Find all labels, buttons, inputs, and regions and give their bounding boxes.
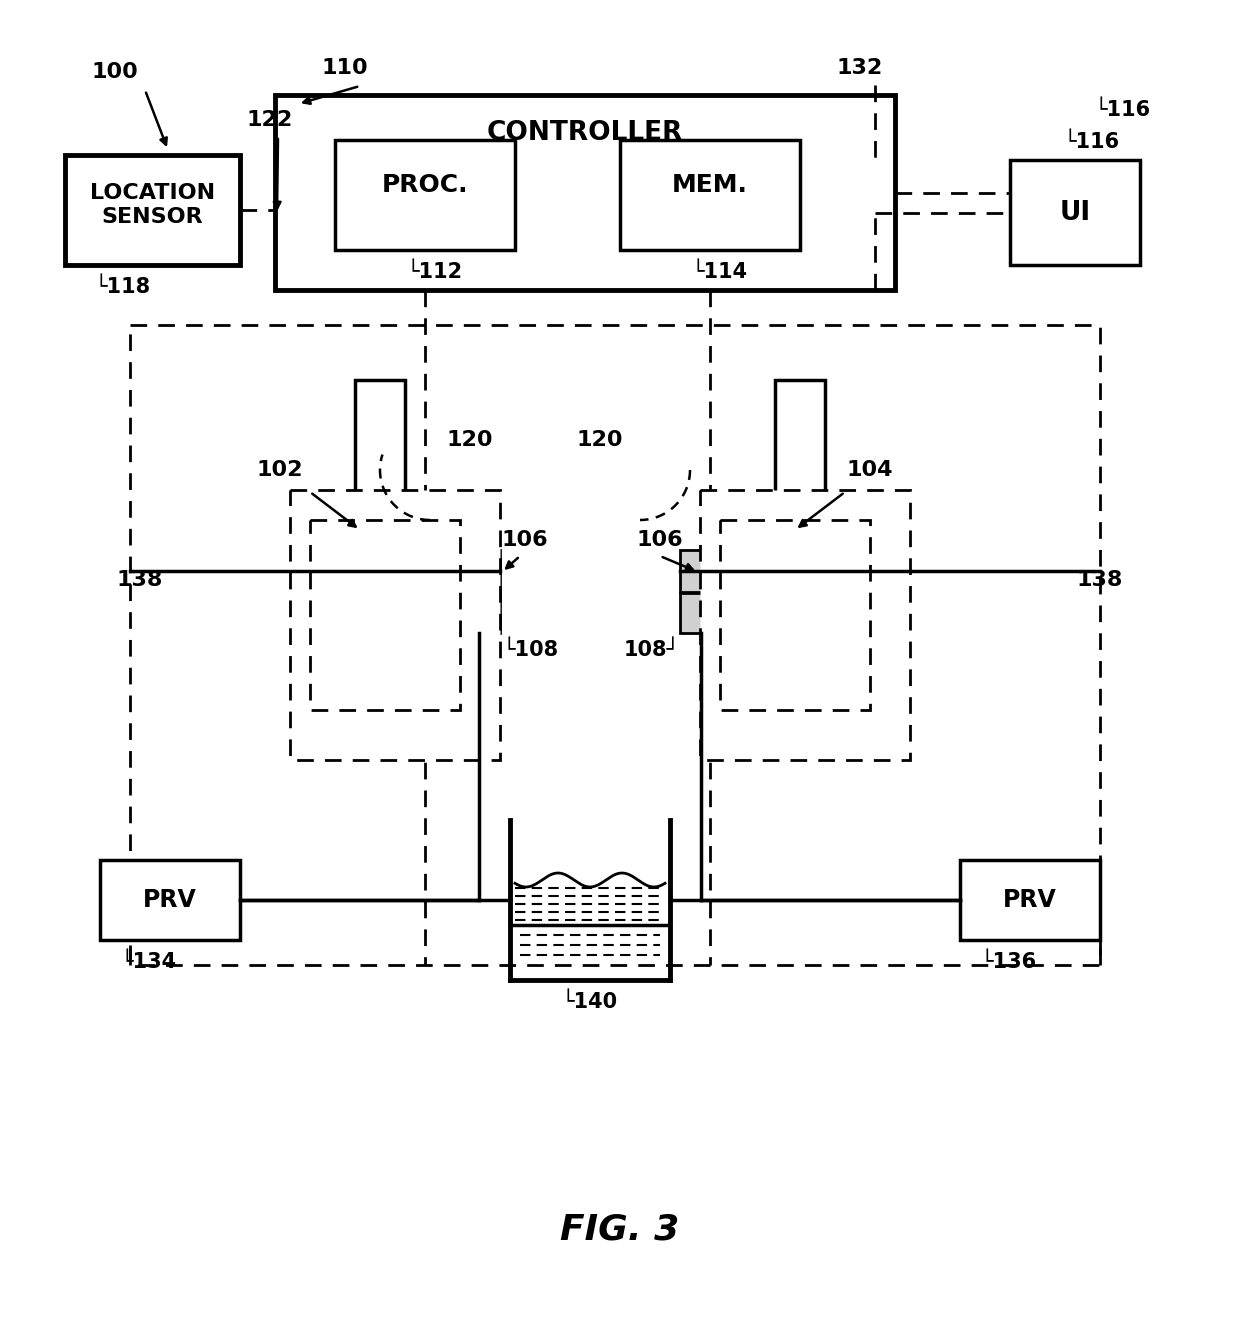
Text: FIG. 3: FIG. 3 [560, 1213, 680, 1247]
Bar [775, 380, 825, 495]
Text: 138: 138 [1076, 570, 1123, 590]
Bar [335, 140, 515, 249]
Text: 110: 110 [321, 57, 368, 77]
Text: CONTROLLER: CONTROLLER [487, 120, 683, 145]
Text: PRV: PRV [143, 888, 197, 912]
Text: 132: 132 [837, 57, 883, 77]
Bar [701, 490, 910, 760]
Text: └108: └108 [503, 640, 559, 660]
Text: UI: UI [1059, 200, 1090, 225]
Bar [275, 95, 895, 289]
Bar [960, 860, 1100, 940]
Text: └116: └116 [1095, 100, 1151, 120]
Bar [720, 520, 870, 710]
Text: 120: 120 [446, 430, 494, 450]
Text: 120: 120 [577, 430, 624, 450]
Text: 104: 104 [847, 460, 893, 480]
Text: └136: └136 [980, 952, 1037, 972]
Bar [458, 550, 500, 592]
Text: └114: └114 [692, 261, 748, 281]
Bar [458, 594, 500, 634]
Bar [130, 325, 1100, 964]
Bar [355, 380, 405, 495]
Text: PRV: PRV [1003, 888, 1056, 912]
Text: LOCATION
SENSOR: LOCATION SENSOR [91, 183, 215, 227]
Text: 100: 100 [92, 61, 139, 81]
Text: └112: └112 [407, 261, 463, 281]
Text: 108┘: 108┘ [624, 640, 680, 660]
Bar [620, 140, 800, 249]
Text: └134: └134 [120, 952, 176, 972]
Text: 138: 138 [117, 570, 164, 590]
Text: └118: └118 [95, 277, 151, 297]
Text: └140: └140 [562, 992, 618, 1013]
Text: └116: └116 [1064, 132, 1120, 152]
Bar [290, 490, 500, 760]
Text: 106: 106 [636, 530, 683, 550]
Bar [100, 860, 241, 940]
Bar [64, 155, 241, 265]
Text: MEM.: MEM. [672, 173, 748, 197]
Bar [680, 594, 722, 634]
Text: 102: 102 [257, 460, 304, 480]
Bar [310, 520, 460, 710]
Bar [680, 550, 722, 592]
Text: 122: 122 [247, 109, 293, 129]
Bar [1011, 160, 1140, 265]
Text: 106: 106 [502, 530, 548, 550]
Text: PROC.: PROC. [382, 173, 469, 197]
